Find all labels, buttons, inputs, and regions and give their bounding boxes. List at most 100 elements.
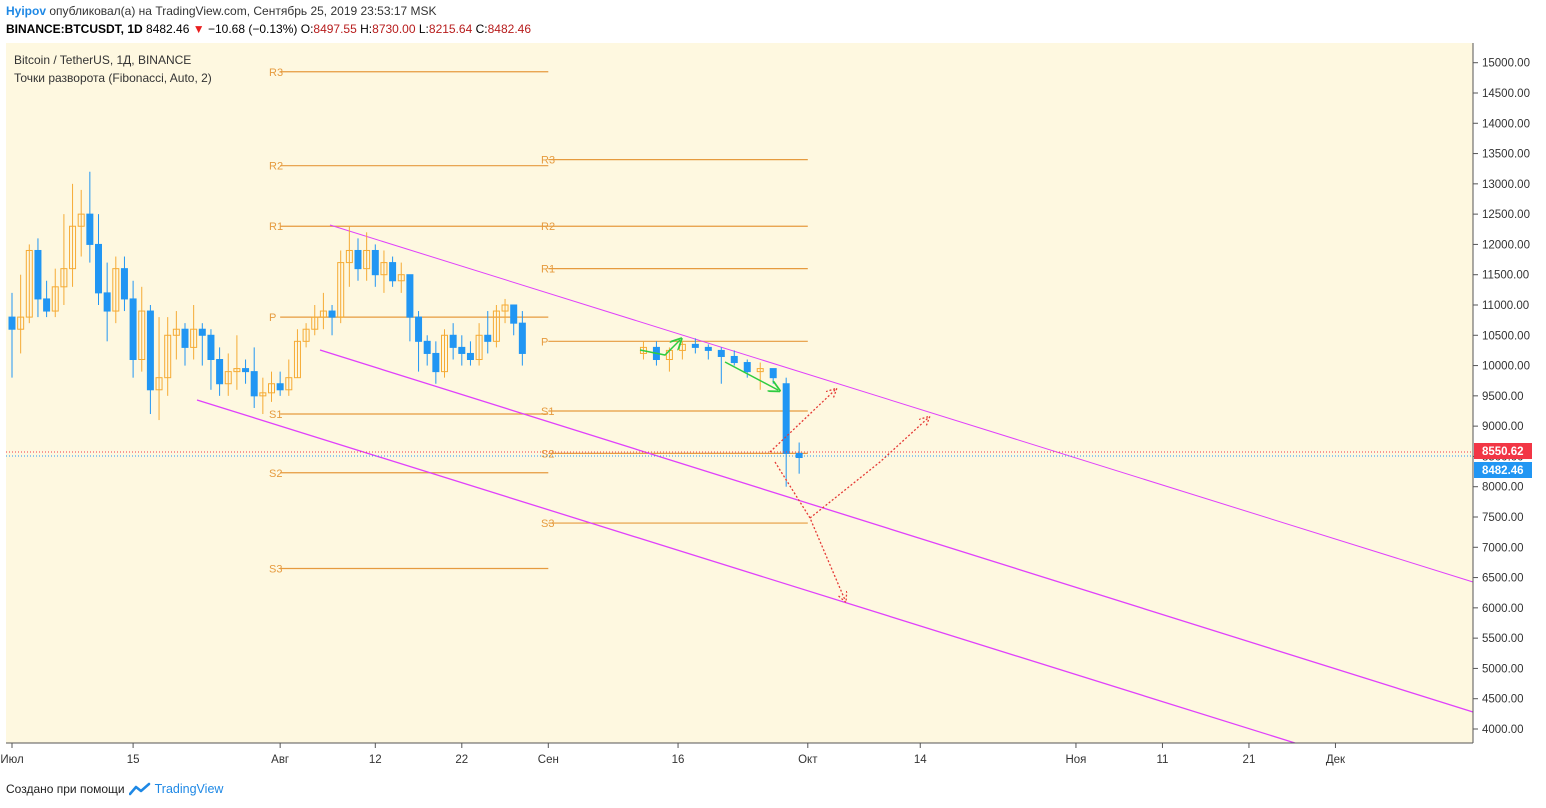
forecast-arrow-down <box>774 461 845 600</box>
candle-body <box>181 328 189 348</box>
open-value: 8497.55 <box>313 22 357 36</box>
ohlc-line: BINANCE:BTCUSDT, 1D 8482.46 ▼ −10.68 (−0… <box>6 22 531 36</box>
candle-body <box>216 359 224 385</box>
y-tick-label: 9000.00 <box>1482 421 1524 433</box>
candle-body <box>276 383 284 391</box>
candle-body <box>268 383 275 394</box>
candle-body <box>103 292 111 312</box>
y-tick-label: 15000.00 <box>1482 58 1530 70</box>
candle-body <box>501 304 509 312</box>
channel-line[interactable] <box>329 224 1474 583</box>
price-tag <box>1474 462 1532 478</box>
candle-body <box>138 310 146 361</box>
close-value: 8482.46 <box>487 22 532 36</box>
candle-body <box>756 368 764 373</box>
x-tick-label: Июл <box>0 754 23 766</box>
candle-body <box>311 316 319 330</box>
author-name[interactable]: Hyipov <box>6 4 47 18</box>
y-tick-label: 4500.00 <box>1482 694 1524 706</box>
candle-body <box>60 268 68 288</box>
low-label: L: <box>418 22 429 36</box>
candle-body <box>43 298 51 312</box>
candle-body <box>155 377 163 391</box>
candle-body <box>345 249 353 264</box>
y-tick-label: 10500.00 <box>1482 330 1530 342</box>
candle-body <box>484 334 492 342</box>
candle-body <box>363 249 371 270</box>
x-tick-label: Окт <box>798 754 818 766</box>
high-label: H: <box>360 22 373 36</box>
pivot-label-s3: S3 <box>269 563 282 575</box>
last-price: 8482.46 <box>146 22 190 36</box>
candle-body <box>224 371 232 385</box>
x-tick-label: 14 <box>914 754 927 766</box>
candle-body <box>337 262 345 318</box>
candle-body <box>198 328 206 336</box>
candle-body <box>120 268 128 300</box>
high-value: 8730.00 <box>372 22 416 36</box>
candle-body <box>250 371 258 397</box>
candle-body <box>406 274 414 318</box>
y-tick-label: 11500.00 <box>1482 270 1529 282</box>
candle-body <box>95 243 102 294</box>
candle-body <box>259 392 267 397</box>
y-tick-label: 7500.00 <box>1482 512 1524 524</box>
tradingview-brand[interactable]: TradingView <box>154 782 224 796</box>
candle-body <box>475 334 483 361</box>
pivot-label-r3: R3 <box>541 155 555 167</box>
candle-body <box>466 352 474 361</box>
low-value: 8215.64 <box>428 22 473 36</box>
candle-body <box>704 346 712 351</box>
candle-body <box>207 334 215 361</box>
candle-body <box>743 362 751 373</box>
candle-body <box>449 334 457 348</box>
y-tick-label: 11000.00 <box>1482 300 1529 312</box>
candle-body <box>717 349 725 357</box>
time-axis-background[interactable] <box>6 743 1473 770</box>
candle-body <box>518 322 526 354</box>
candle-body <box>77 213 85 227</box>
price-tag <box>1474 443 1532 459</box>
y-tick-label: 9500.00 <box>1482 391 1524 403</box>
chart-background <box>6 43 1473 743</box>
x-tick-label: Сен <box>538 754 559 766</box>
x-tick-label: 15 <box>127 754 140 766</box>
y-tick-label: 13000.00 <box>1482 179 1530 191</box>
y-tick-label: 12500.00 <box>1482 209 1530 221</box>
candle-body <box>17 316 25 330</box>
candle-body <box>492 310 500 342</box>
x-tick-label: 21 <box>1243 754 1256 766</box>
x-tick-label: Дек <box>1326 754 1346 766</box>
candle-body <box>458 346 466 354</box>
y-tick-label: 4000.00 <box>1482 724 1524 736</box>
pivot-label-p: P <box>541 336 548 348</box>
candle-body <box>86 213 94 245</box>
candle-body <box>242 368 250 373</box>
x-tick-label: Ноя <box>1065 754 1086 766</box>
y-tick-label: 5000.00 <box>1482 663 1524 675</box>
candle-body <box>302 328 310 342</box>
x-tick-label: 16 <box>672 754 685 766</box>
green-arrow-2 <box>724 361 778 390</box>
candle-body <box>354 249 362 270</box>
candle-body <box>380 262 388 276</box>
close-label: C: <box>475 22 488 36</box>
open-label: O: <box>300 22 314 36</box>
pivot-label-s1: S1 <box>541 406 554 418</box>
candle-body <box>233 368 241 373</box>
candle-body <box>423 340 431 354</box>
x-tick-label: 22 <box>455 754 468 766</box>
symbol-label: BINANCE:BTCUSDT, 1D <box>6 22 143 36</box>
pivot-label-r2: R2 <box>541 221 555 233</box>
channel-line[interactable] <box>319 349 1474 713</box>
indicator-title: Точки разворота (Fibonacci, Auto, 2) <box>14 71 212 85</box>
publish-info: Hyipov опубликовал(а) на TradingView.com… <box>6 4 437 18</box>
channel-line[interactable] <box>196 399 1296 744</box>
y-tick-label: 14000.00 <box>1482 118 1530 130</box>
price-axis-background[interactable] <box>1473 43 1546 743</box>
price-tag-label: 8550.62 <box>1482 446 1524 458</box>
candle-body <box>795 452 803 459</box>
candle-body <box>782 383 790 454</box>
candle-body <box>691 343 699 348</box>
